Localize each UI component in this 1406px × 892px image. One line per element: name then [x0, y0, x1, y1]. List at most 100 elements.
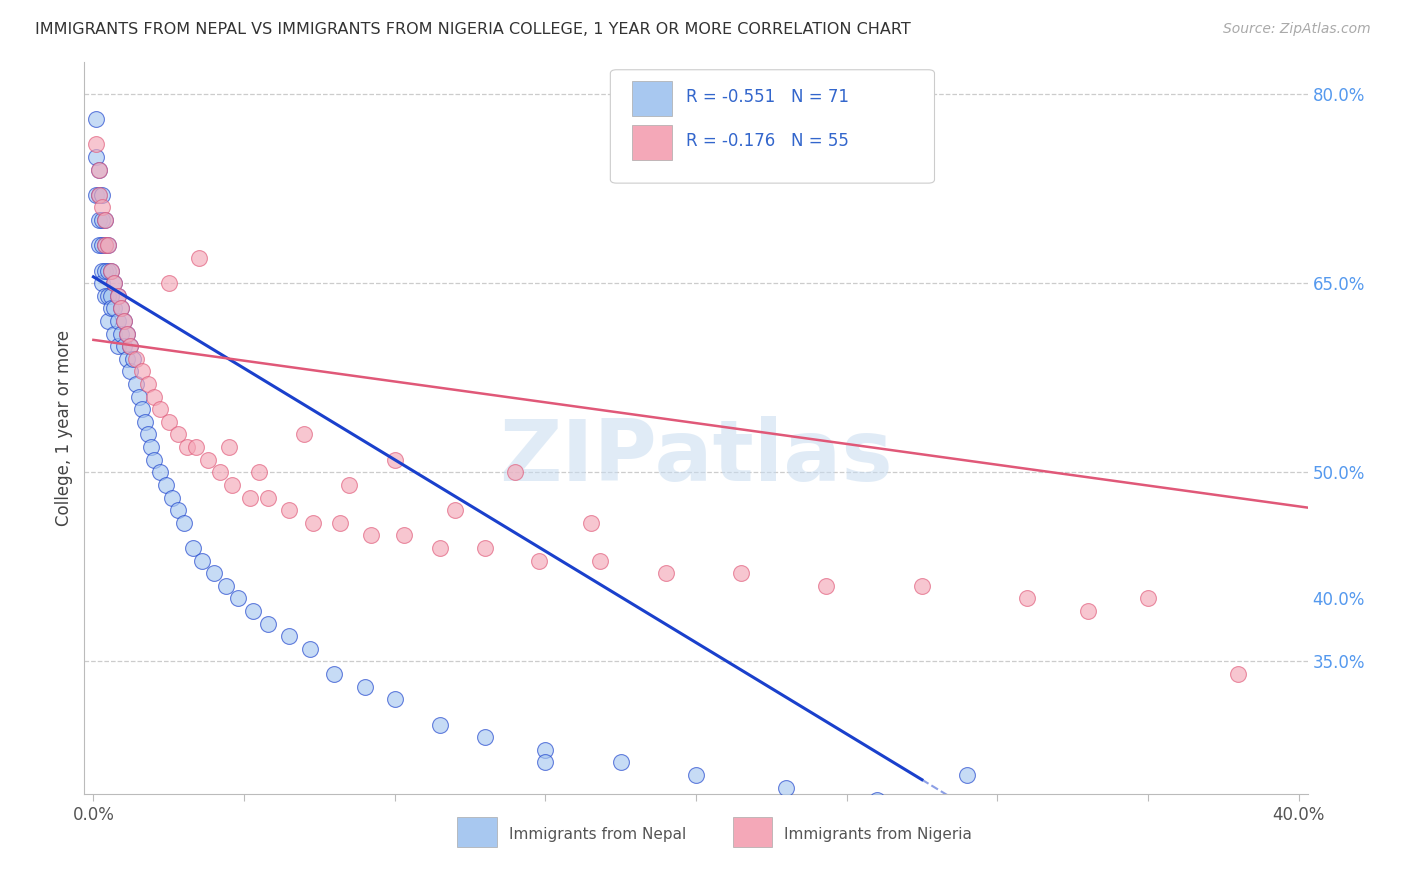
Point — [187, 251, 209, 265]
Point — [302, 516, 325, 530]
Point — [100, 289, 122, 303]
Point — [115, 326, 138, 341]
Point — [384, 452, 406, 467]
Point — [142, 452, 165, 467]
Point — [139, 440, 162, 454]
Point — [112, 339, 135, 353]
Point — [392, 528, 415, 542]
Point — [166, 503, 188, 517]
Point — [89, 238, 111, 252]
Point — [292, 427, 315, 442]
Point — [124, 351, 146, 366]
Point — [115, 326, 138, 341]
Point — [911, 579, 934, 593]
Point — [89, 162, 111, 177]
Point — [529, 553, 551, 567]
Point — [444, 503, 467, 517]
Point — [91, 263, 114, 277]
Point — [239, 491, 262, 505]
Point — [100, 263, 122, 277]
Point — [866, 793, 889, 807]
Point — [91, 213, 114, 227]
Point — [323, 667, 346, 681]
Text: R = -0.176   N = 55: R = -0.176 N = 55 — [686, 132, 849, 150]
Point — [503, 465, 526, 479]
Point — [184, 440, 207, 454]
Point — [94, 213, 117, 227]
Point — [534, 743, 557, 757]
Point — [149, 402, 172, 417]
Text: Immigrants from Nigeria: Immigrants from Nigeria — [785, 827, 972, 842]
Text: ZIPatlas: ZIPatlas — [499, 416, 893, 499]
Point — [100, 301, 122, 316]
Text: R = -0.551   N = 71: R = -0.551 N = 71 — [686, 88, 849, 106]
Point — [107, 289, 129, 303]
Text: IMMIGRANTS FROM NEPAL VS IMMIGRANTS FROM NIGERIA COLLEGE, 1 YEAR OR MORE CORRELA: IMMIGRANTS FROM NEPAL VS IMMIGRANTS FROM… — [35, 22, 911, 37]
Point — [97, 289, 120, 303]
Point — [94, 213, 117, 227]
Point — [112, 314, 135, 328]
Point — [257, 616, 280, 631]
Point — [429, 717, 451, 731]
Point — [218, 440, 240, 454]
Point — [91, 276, 114, 290]
Point — [91, 238, 114, 252]
Point — [136, 427, 159, 442]
Point — [155, 478, 177, 492]
Point — [1227, 667, 1250, 681]
Point — [474, 730, 496, 744]
Point — [97, 238, 120, 252]
Point — [89, 187, 111, 202]
Point — [181, 541, 204, 555]
Point — [149, 465, 172, 479]
Point — [257, 491, 280, 505]
Point — [278, 503, 301, 517]
Point — [89, 187, 111, 202]
Point — [118, 364, 141, 378]
Point — [384, 692, 406, 706]
Point — [215, 579, 238, 593]
Point — [110, 301, 132, 316]
Point — [136, 377, 159, 392]
Point — [107, 289, 129, 303]
Point — [360, 528, 382, 542]
Point — [121, 351, 143, 366]
Point — [730, 566, 752, 581]
Point — [1017, 591, 1039, 606]
Point — [94, 263, 117, 277]
Point — [429, 541, 451, 555]
Text: Source: ZipAtlas.com: Source: ZipAtlas.com — [1223, 22, 1371, 37]
Text: Immigrants from Nepal: Immigrants from Nepal — [509, 827, 686, 842]
Point — [103, 276, 125, 290]
Point — [685, 768, 707, 782]
Point — [655, 566, 678, 581]
Point — [115, 351, 138, 366]
Point — [110, 301, 132, 316]
Point — [94, 238, 117, 252]
Point — [173, 516, 195, 530]
Point — [86, 137, 108, 152]
Point — [247, 465, 270, 479]
Point — [131, 402, 153, 417]
Bar — [457, 817, 496, 847]
Point — [97, 238, 120, 252]
Point — [242, 604, 264, 618]
Point — [118, 339, 141, 353]
Point — [202, 566, 225, 581]
Point — [134, 415, 156, 429]
Point — [579, 516, 602, 530]
Bar — [733, 817, 772, 847]
Point — [329, 516, 352, 530]
Point — [142, 390, 165, 404]
Point — [775, 780, 797, 795]
Point — [339, 478, 361, 492]
Point — [157, 276, 180, 290]
Point — [1077, 604, 1099, 618]
Point — [91, 201, 114, 215]
Point — [97, 263, 120, 277]
Point — [176, 440, 198, 454]
Point — [103, 301, 125, 316]
Point — [166, 427, 188, 442]
Point — [278, 629, 301, 643]
Point — [191, 553, 214, 567]
